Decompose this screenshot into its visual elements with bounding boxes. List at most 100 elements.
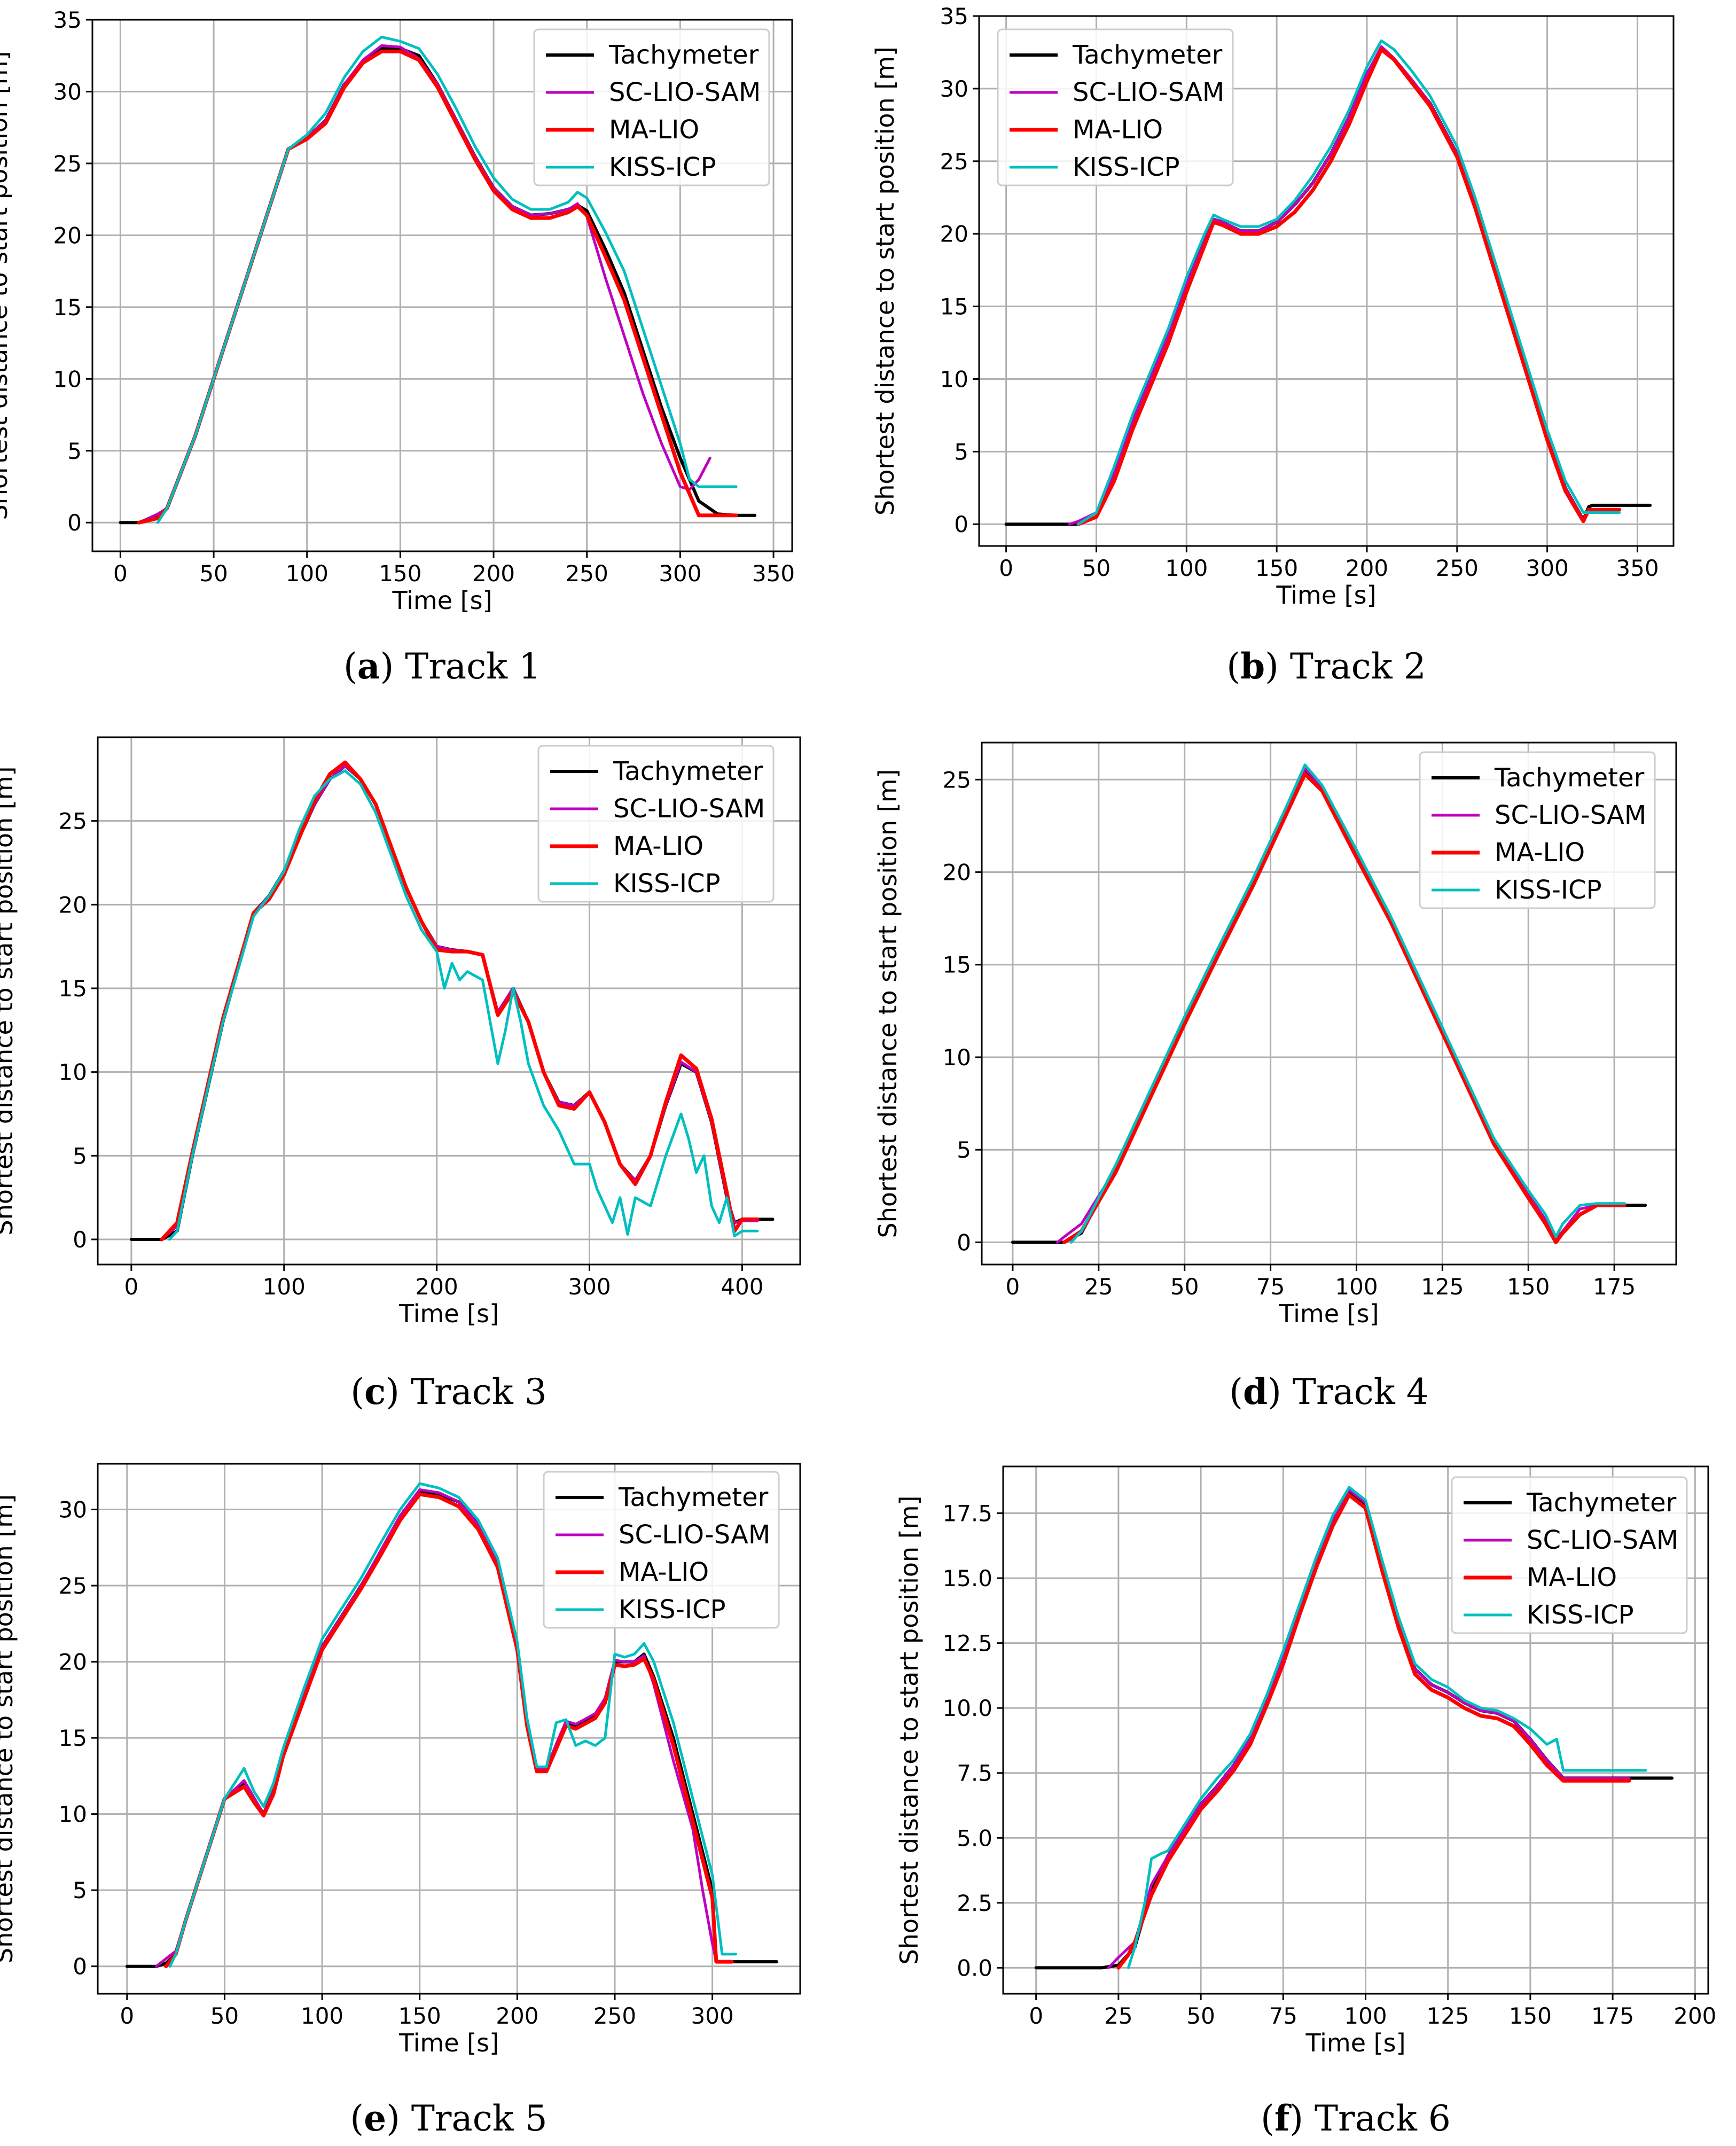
x-tick-label: 300 [691,2003,734,2029]
series-line-ma-lio [160,760,760,1242]
caption-text: Track 5 [411,2098,548,2139]
series-line-ma-lio [1116,1493,1631,1970]
x-tick-label: 250 [566,560,608,587]
chart-panel-c: 0 100 200 300 400 0 5 10 15 20 25 Time [s] Shortest … [0,736,801,1413]
y-tick-label: 15 [940,294,968,320]
series-line-ma-lio [1062,772,1626,1244]
y-tick-label: 15 [943,952,971,978]
legend-entry: SC-LIO-SAM [1495,800,1646,830]
y-axis-label: Shortest distance to start position [m] [873,769,902,1238]
legend: Tachymeter SC-LIO-SAM MA-LIO KISS-ICP [537,745,775,903]
x-tick-label: 400 [721,1274,763,1300]
legend-entry: MA-LIO [1527,1563,1617,1593]
series-line-kiss-icp [1127,1486,1647,1969]
x-tick-label: 25 [1104,2003,1132,2029]
y-tick-label: 0.0 [957,1955,992,1981]
y-tick-label: 25 [943,767,971,793]
y-tick-label: 20 [59,1649,87,1675]
x-tick-label: 75 [1269,2003,1297,2029]
legend-box [1451,1476,1688,1634]
y-axis-label: Shortest distance to start position [m] [0,767,18,1236]
x-tick-label: 125 [1427,2003,1469,2029]
y-tick-label: 10.0 [942,1695,992,1721]
x-tick-label: 0 [999,555,1013,581]
x-tick-label: 300 [568,1274,611,1300]
legend-entry: Tachymeter [618,1482,769,1512]
chart-panel-f: 0 25 50 75 100 125 150 175 200 0.0 2.5 5.0 7.5 10.0 12… [895,1465,1716,2139]
y-axis-label: Shortest distance to start position [m] [895,1496,924,1965]
caption-text: Track 1 [405,646,541,687]
x-tick-label: 0 [1006,1274,1020,1300]
chart-panel-e: 0 50 100 150 200 250 300 0 5 10 15 20 25 30 Time [s] Sh… [0,1463,801,2139]
y-tick-label: 15 [59,1725,87,1751]
chart-panel-a: 0 50 100 150 200 250 300 350 0 5 10 15 20 25 30 35 Time … [0,7,795,687]
x-tick-label: 100 [286,560,329,587]
y-tick-label: 12.5 [942,1630,992,1657]
y-tick-label: 5 [957,1137,971,1163]
legend-entry: KISS-ICP [619,1595,726,1625]
panel-caption: (f) Track 6 [1261,2097,1451,2139]
x-tick-label: 150 [1509,2003,1552,2029]
caption-text: Track 4 [1293,1371,1429,1413]
series-line-ma-lio [1076,48,1622,526]
x-axis-label: Time [s] [392,586,492,615]
legend-entry: KISS-ICP [1495,875,1602,905]
y-tick-label: 20 [53,222,82,248]
x-tick-label: 100 [263,1274,306,1300]
legend-entry: KISS-ICP [1073,152,1180,182]
x-tick-label: 50 [210,2003,239,2029]
plot-frame [97,1463,801,1995]
x-tick-label: 150 [379,560,421,587]
y-tick-label: 5.0 [957,1825,992,1851]
x-tick-label: 250 [593,2003,636,2029]
chart-panel-b: 0 50 100 150 200 250 300 350 0 5 10 15 20 25 30 35 Time … [871,3,1675,687]
legend-entry: MA-LIO [613,831,703,861]
legend-entry: Tachymeter [1072,40,1223,70]
y-tick-label: 25 [940,149,968,175]
y-tick-label: 10 [940,366,968,392]
x-tick-label: 200 [1674,2003,1716,2029]
series-line-ma-lio [164,1492,734,1969]
x-tick-label: 200 [1346,555,1388,581]
x-tick-label: 0 [1029,2003,1043,2029]
legend: Tachymeter SC-LIO-SAM MA-LIO KISS-ICP [543,1471,780,1629]
legend-entry: SC-LIO-SAM [613,794,765,824]
series-line-kiss-icp [156,35,738,524]
legend: Tachymeter SC-LIO-SAM MA-LIO KISS-ICP [997,28,1234,186]
caption-text: Track 2 [1290,646,1426,687]
x-tick-label: 75 [1256,1274,1285,1300]
x-tick-label: 200 [496,2003,538,2029]
y-axis-label: Shortest distance to start position [m] [0,1494,18,1963]
legend-entry: Tachymeter [613,756,763,786]
series-line-kiss-icp [1077,39,1621,526]
y-tick-label: 15 [53,294,82,321]
legend-entry: SC-LIO-SAM [609,77,761,107]
x-axis-label: Time [s] [1276,581,1376,610]
y-tick-label: 0 [73,1954,87,1980]
legend-entry: SC-LIO-SAM [619,1520,770,1550]
x-tick-label: 350 [1616,555,1659,581]
x-tick-label: 350 [752,560,795,587]
x-tick-label: 125 [1421,1274,1464,1300]
y-tick-label: 35 [940,3,968,29]
y-tick-label: 5 [73,1143,87,1169]
caption-letter: f [1274,2097,1292,2139]
series-line-kiss-icp [168,1482,737,1968]
panel-caption: (c) Track 3 [350,1371,547,1413]
x-tick-label: 50 [1082,555,1111,581]
y-tick-label: 7.5 [957,1760,992,1786]
plot-frame [1002,1465,1709,1995]
y-tick-label: 5 [954,439,968,465]
chart-panel-d: 0 25 50 75 100 125 150 175 0 5 10 15 20 25 Time [s] Sho… [873,742,1677,1413]
legend-box [533,28,770,186]
x-tick-label: 150 [1507,1274,1550,1300]
caption-letter: a [357,645,380,687]
x-axis-label: Time [s] [1305,2028,1405,2057]
legend-entry: Tachymeter [1494,763,1645,793]
x-tick-label: 175 [1591,2003,1634,2029]
legend: Tachymeter SC-LIO-SAM MA-LIO KISS-ICP [1451,1476,1688,1634]
y-tick-label: 10 [59,1801,87,1828]
y-tick-label: 5 [73,1877,87,1903]
x-tick-label: 300 [1526,555,1569,581]
